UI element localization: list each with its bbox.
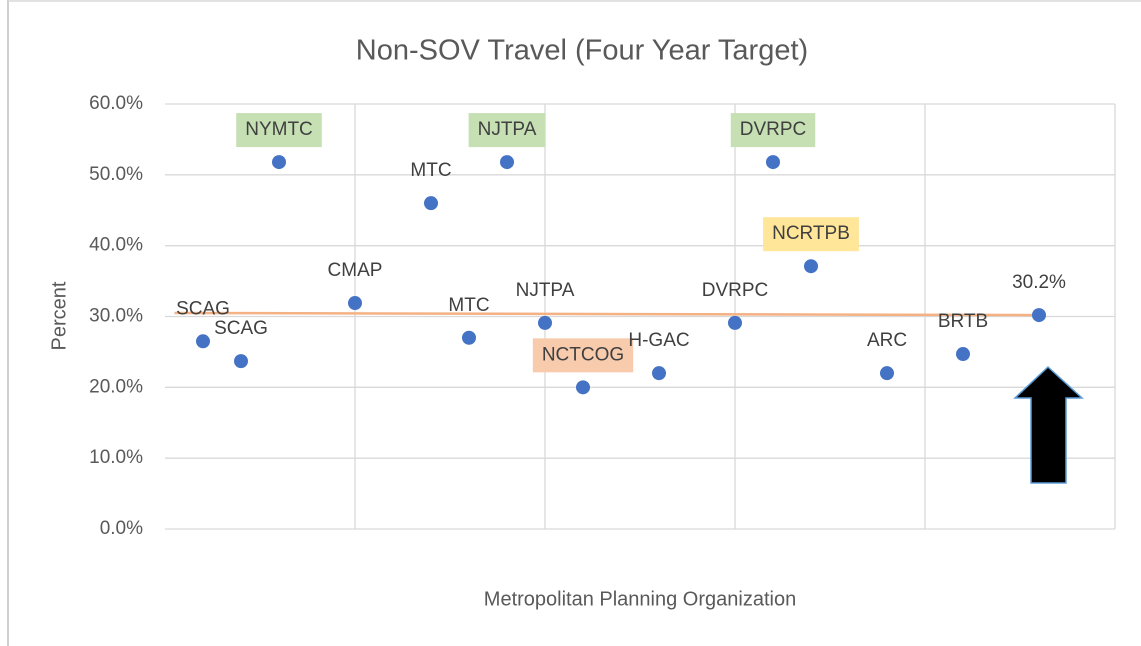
point-label: DVRPC [740, 119, 807, 140]
point-label: NJTPA [478, 119, 537, 140]
point-label: NYMTC [245, 119, 313, 140]
point-label: NCTCOG [542, 344, 624, 365]
label-highlight [236, 113, 322, 148]
data-point [1032, 308, 1046, 323]
point-label: BRTB [938, 311, 988, 332]
plot: 0.0% 10.0% 20.0% 30.0% 40.0% 50.0% 60.0% SCAGSC… [89, 93, 1116, 539]
data-point [728, 315, 742, 330]
data-point [234, 354, 248, 369]
data-point [956, 347, 970, 362]
trendline [174, 311, 1040, 317]
point-label: NJTPA [516, 280, 575, 301]
data-point [804, 259, 818, 274]
data-point [538, 315, 552, 330]
point-label: SCAG [214, 318, 268, 339]
data-point [272, 155, 286, 170]
data-point [462, 330, 476, 345]
data-point [500, 155, 514, 170]
chart-title: Non-SOV Travel (Four Year Target) [356, 35, 808, 67]
point-label: CMAP [328, 260, 383, 281]
data-point [348, 296, 362, 311]
point-label: MTC [410, 160, 451, 181]
y-tick-label: 40.0% [89, 235, 143, 256]
label-highlight [730, 113, 816, 148]
y-tick-label: 10.0% [89, 447, 143, 468]
data-point [880, 366, 894, 381]
y-axis-label: Percent [48, 281, 70, 350]
point-label: ARC [867, 330, 907, 351]
data-point [196, 334, 210, 349]
y-tick-label: 50.0% [89, 164, 143, 185]
y-tick-label: 30.0% [89, 306, 143, 327]
label-highlight [532, 338, 634, 373]
y-tick-label: 0.0% [100, 518, 143, 539]
point-label: H-GAC [628, 330, 689, 351]
point-label: 30.2% [1012, 272, 1066, 293]
x-axis-label: Metropolitan Planning Organization [484, 588, 796, 610]
data-point [766, 155, 780, 170]
label-highlight [468, 113, 546, 148]
y-tick-label: 60.0% [89, 93, 143, 114]
point-label: SCAG [176, 298, 230, 319]
label-highlight [763, 217, 859, 252]
point-label: MTC [448, 295, 489, 316]
arrow-icon [1013, 365, 1084, 484]
y-tick-label: 20.0% [89, 376, 143, 397]
data-point [576, 380, 590, 395]
point-label: NCRTPB [772, 223, 850, 244]
point-label: DVRPC [702, 280, 769, 301]
data-point [652, 366, 666, 381]
data-point [424, 196, 438, 211]
